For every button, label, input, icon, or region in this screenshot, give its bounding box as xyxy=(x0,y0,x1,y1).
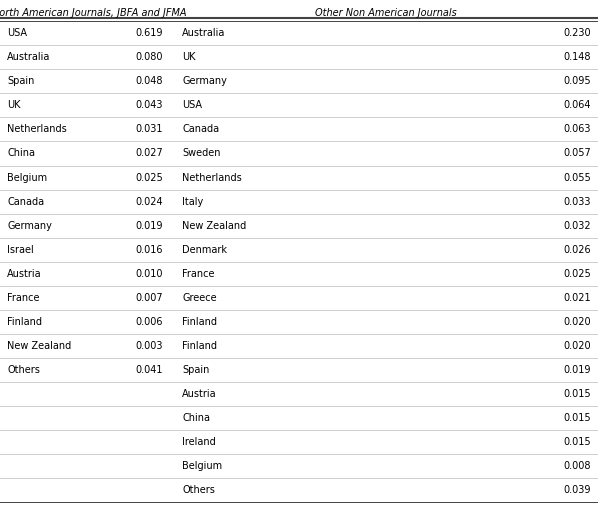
Text: 0.020: 0.020 xyxy=(563,341,591,351)
Text: 0.020: 0.020 xyxy=(563,316,591,327)
Text: 0.039: 0.039 xyxy=(563,485,591,495)
Text: Other Non American Journals: Other Non American Journals xyxy=(315,8,457,18)
Text: Ireland: Ireland xyxy=(182,437,216,447)
Text: Greece: Greece xyxy=(182,293,217,303)
Text: Canada: Canada xyxy=(7,197,44,207)
Text: 0.095: 0.095 xyxy=(563,76,591,86)
Text: 0.043: 0.043 xyxy=(135,101,163,110)
Text: 0.031: 0.031 xyxy=(135,124,163,135)
Text: Italy: Italy xyxy=(182,197,204,207)
Text: Denmark: Denmark xyxy=(182,245,227,255)
Text: Germany: Germany xyxy=(7,220,52,231)
Text: Austria: Austria xyxy=(182,389,217,399)
Text: 0.619: 0.619 xyxy=(135,28,163,38)
Text: 0.024: 0.024 xyxy=(135,197,163,207)
Text: 0.057: 0.057 xyxy=(563,148,591,158)
Text: 0.080: 0.080 xyxy=(135,52,163,62)
Text: 0.019: 0.019 xyxy=(563,365,591,375)
Text: 0.015: 0.015 xyxy=(563,413,591,423)
Text: UK: UK xyxy=(7,101,21,110)
Text: 0.019: 0.019 xyxy=(135,220,163,231)
Text: Germany: Germany xyxy=(182,76,227,86)
Text: Netherlands: Netherlands xyxy=(7,124,67,135)
Text: Spain: Spain xyxy=(182,365,210,375)
Text: 0.048: 0.048 xyxy=(135,76,163,86)
Text: Others: Others xyxy=(7,365,40,375)
Text: 0.027: 0.027 xyxy=(135,148,163,158)
Text: Finland: Finland xyxy=(182,341,218,351)
Text: France: France xyxy=(7,293,39,303)
Text: Netherlands: Netherlands xyxy=(182,173,242,182)
Text: 0.021: 0.021 xyxy=(563,293,591,303)
Text: 0.063: 0.063 xyxy=(563,124,591,135)
Text: New Zealand: New Zealand xyxy=(182,220,246,231)
Text: Finland: Finland xyxy=(7,316,42,327)
Text: 0.008: 0.008 xyxy=(563,461,591,471)
Text: Canada: Canada xyxy=(182,124,219,135)
Text: 0.010: 0.010 xyxy=(135,269,163,278)
Text: USA: USA xyxy=(7,28,27,38)
Text: France: France xyxy=(182,269,215,278)
Text: 0.003: 0.003 xyxy=(135,341,163,351)
Text: 0.230: 0.230 xyxy=(563,28,591,38)
Text: New Zealand: New Zealand xyxy=(7,341,71,351)
Text: 0.016: 0.016 xyxy=(135,245,163,255)
Text: USA: USA xyxy=(182,101,202,110)
Text: UK: UK xyxy=(182,52,196,62)
Text: Australia: Australia xyxy=(182,28,226,38)
Text: 0.033: 0.033 xyxy=(563,197,591,207)
Text: China: China xyxy=(182,413,210,423)
Text: Austria: Austria xyxy=(7,269,42,278)
Text: 0.015: 0.015 xyxy=(563,437,591,447)
Text: Finland: Finland xyxy=(182,316,218,327)
Text: Israel: Israel xyxy=(7,245,34,255)
Text: Belgium: Belgium xyxy=(182,461,222,471)
Text: 0.064: 0.064 xyxy=(563,101,591,110)
Text: Sweden: Sweden xyxy=(182,148,221,158)
Text: 0.041: 0.041 xyxy=(135,365,163,375)
Text: 0.007: 0.007 xyxy=(135,293,163,303)
Text: 0.006: 0.006 xyxy=(135,316,163,327)
Text: 0.026: 0.026 xyxy=(563,245,591,255)
Text: Others: Others xyxy=(182,485,215,495)
Text: Belgium: Belgium xyxy=(7,173,47,182)
Text: Spain: Spain xyxy=(7,76,35,86)
Text: Australia: Australia xyxy=(7,52,51,62)
Text: 0.032: 0.032 xyxy=(563,220,591,231)
Text: China: China xyxy=(7,148,35,158)
Text: North American Journals, JBFA and JFMA: North American Journals, JBFA and JFMA xyxy=(0,8,187,18)
Text: 0.025: 0.025 xyxy=(135,173,163,182)
Text: 0.015: 0.015 xyxy=(563,389,591,399)
Text: 0.055: 0.055 xyxy=(563,173,591,182)
Text: 0.148: 0.148 xyxy=(563,52,591,62)
Text: 0.025: 0.025 xyxy=(563,269,591,278)
